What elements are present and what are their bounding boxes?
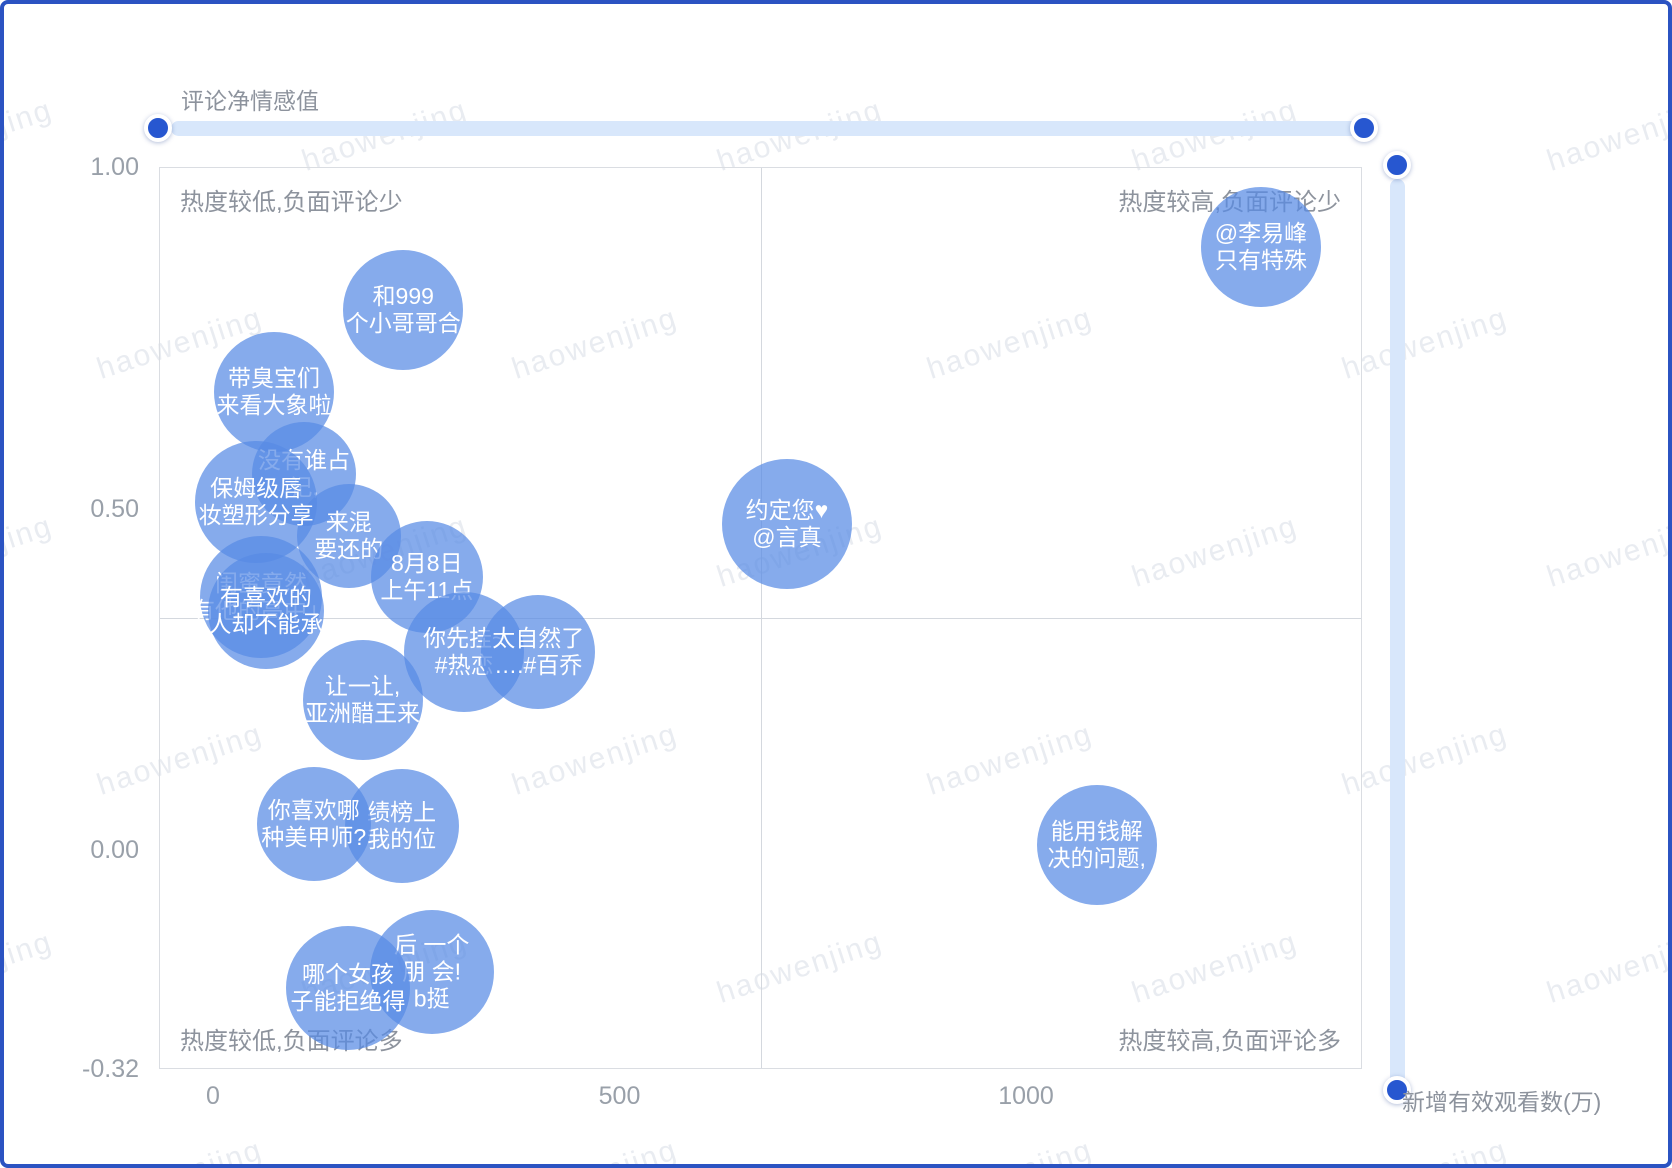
x-tick-label: 0	[206, 1082, 220, 1110]
watermark-text: haowenjing	[713, 93, 887, 178]
y-tick-label: 0.50	[90, 494, 139, 523]
vertical-scrollbar-bottom-handle[interactable]	[1383, 1076, 1411, 1104]
x-tick-label: 500	[598, 1082, 641, 1110]
quadrant-label-bottom-right: 热度较高,负面评论多	[1118, 1028, 1341, 1055]
watermark-text: haowenjing	[1337, 301, 1512, 386]
horizontal-scrollbar-right-handle[interactable]	[1350, 114, 1378, 142]
bubble[interactable]	[481, 594, 596, 709]
vertical-scrollbar-track[interactable]	[1390, 179, 1405, 1084]
bubble[interactable]	[207, 552, 324, 669]
y-tick-label: -0.32	[82, 1054, 139, 1083]
horizontal-scrollbar-left-handle[interactable]	[144, 114, 172, 142]
bubble[interactable]	[302, 639, 423, 760]
quadrant-label-top-left: 热度较低,负面评论少	[180, 189, 403, 216]
y-tick-label: 0.00	[90, 836, 139, 864]
watermark-text: haowenjing	[1128, 93, 1302, 178]
bubble[interactable]	[285, 925, 410, 1050]
watermark-text: haowenjing	[508, 1133, 682, 1164]
horizontal-scrollbar-track[interactable]	[171, 121, 1364, 136]
watermark-text: haowenjing	[298, 93, 472, 178]
bubble[interactable]	[721, 459, 852, 590]
bubble[interactable]	[343, 250, 464, 371]
x-axis-title: 新增有效观看数(万)	[1402, 1089, 1602, 1115]
x-tick-label: 1000	[998, 1082, 1054, 1110]
y-tick-label: 1.00	[90, 153, 139, 181]
y-axis-ticks: 1.00 0.50 0.00 -0.32	[44, 4, 139, 1164]
bubble[interactable]	[256, 767, 371, 882]
watermark-text: haowenjing	[1337, 717, 1512, 802]
watermark-text: haowenjing	[1542, 509, 1672, 594]
bubble[interactable]	[1200, 186, 1321, 307]
horizontal-divider-line	[160, 617, 1361, 619]
watermark-text: haowenjing	[1542, 925, 1672, 1010]
vertical-scrollbar-top-handle[interactable]	[1383, 151, 1411, 179]
watermark-text: haowenjing	[1338, 1133, 1512, 1164]
watermark-text: haowenjing	[1542, 93, 1672, 178]
watermark-text: haowenjing	[923, 1133, 1097, 1164]
bubble[interactable]	[1036, 785, 1157, 906]
y-axis-title: 评论净情感值	[181, 88, 319, 114]
